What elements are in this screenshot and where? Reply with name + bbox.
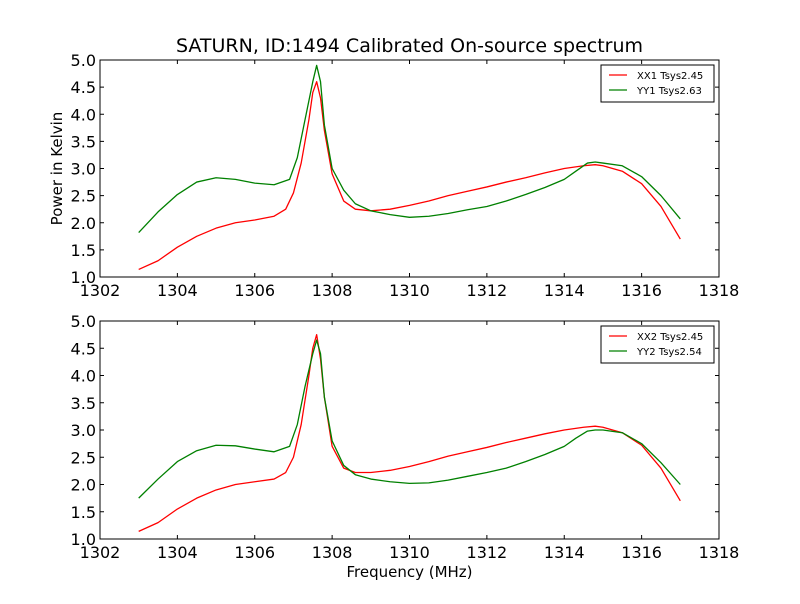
y-tick-label-1-3: 2.0 <box>71 214 96 233</box>
y-tick-label-2-2: 1.5 <box>71 503 96 522</box>
y-tick-label-2-1: 1.0 <box>71 530 96 549</box>
series-line-2-2 <box>138 339 681 499</box>
series-line-2-1 <box>138 333 681 532</box>
y-tick-label-2-4: 2.5 <box>71 448 96 467</box>
y-tick-label-1-5: 3.0 <box>71 160 96 179</box>
x-tick-label-2-7: 1314 <box>544 543 585 562</box>
y-tick-label-2-5: 3.0 <box>71 421 96 440</box>
legend-label-2-2: YY2 Tsys2.54 <box>636 347 702 358</box>
legend-box-2 <box>600 325 715 364</box>
x-tick-label-2-6: 1312 <box>467 543 508 562</box>
x-tick-label-1-8: 1316 <box>621 281 662 300</box>
legend-label-2-1: XX2 Tsys2.45 <box>637 332 703 343</box>
x-tick-label-1-3: 1306 <box>234 281 275 300</box>
y-tick-label-1-9: 5.0 <box>71 51 96 70</box>
y-tick-label-2-7: 4.0 <box>71 367 96 386</box>
y-axis-label-1: Power in Kelvin <box>48 112 66 226</box>
x-tick-label-2-9: 1318 <box>699 543 740 562</box>
chart-panel-2: 1302 1304 1306 1308 1310 1312 1314 1316 1318 1.0 1… <box>71 312 740 581</box>
x-tick-label-2-5: 1310 <box>389 543 430 562</box>
y-tick-label-2-9: 5.0 <box>71 312 96 331</box>
y-tick-label-2-3: 2.0 <box>71 476 96 495</box>
y-tick-label-1-2: 1.5 <box>71 241 96 260</box>
x-tick-label-2-2: 1304 <box>157 543 198 562</box>
x-tick-label-1-4: 1308 <box>312 281 353 300</box>
legend-2: XX2 Tsys2.45 YY2 Tsys2.54 <box>600 325 715 364</box>
legend-label-1-1: XX1 Tsys2.45 <box>637 71 703 82</box>
legend-1: XX1 Tsys2.45 YY1 Tsys2.63 <box>600 64 715 103</box>
y-tick-label-2-8: 4.5 <box>71 339 96 358</box>
x-tick-label-1-7: 1314 <box>544 281 585 300</box>
x-tick-label-1-9: 1318 <box>699 281 740 300</box>
y-tick-label-1-1: 1.0 <box>71 268 96 287</box>
chart-panel-1: 1302 1304 1306 1308 1310 1312 1314 1316 1318 1.0 1… <box>48 35 739 300</box>
x-tick-label-2-1: 1302 <box>80 543 121 562</box>
x-tick-label-1-2: 1304 <box>157 281 198 300</box>
x-tick-label-2-4: 1308 <box>312 543 353 562</box>
y-tick-label-1-6: 3.5 <box>71 132 96 151</box>
chart-title-1: SATURN, ID:1494 Calibrated On-source spe… <box>176 35 643 57</box>
x-tick-label-1-1: 1302 <box>80 281 121 300</box>
y-tick-label-1-4: 2.5 <box>71 187 96 206</box>
y-tick-label-2-6: 3.5 <box>71 394 96 413</box>
x-tick-label-1-6: 1312 <box>467 281 508 300</box>
x-axis-label-2: Frequency (MHz) <box>346 563 472 581</box>
legend-box-1 <box>600 64 715 103</box>
x-tick-label-1-5: 1310 <box>389 281 430 300</box>
x-tick-label-2-3: 1306 <box>234 543 275 562</box>
legend-label-1-2: YY1 Tsys2.63 <box>636 86 702 97</box>
y-tick-label-1-7: 4.0 <box>71 105 96 124</box>
x-tick-label-2-8: 1316 <box>621 543 662 562</box>
series-line-1-2 <box>138 64 681 233</box>
y-tick-label-1-8: 4.5 <box>71 78 96 97</box>
